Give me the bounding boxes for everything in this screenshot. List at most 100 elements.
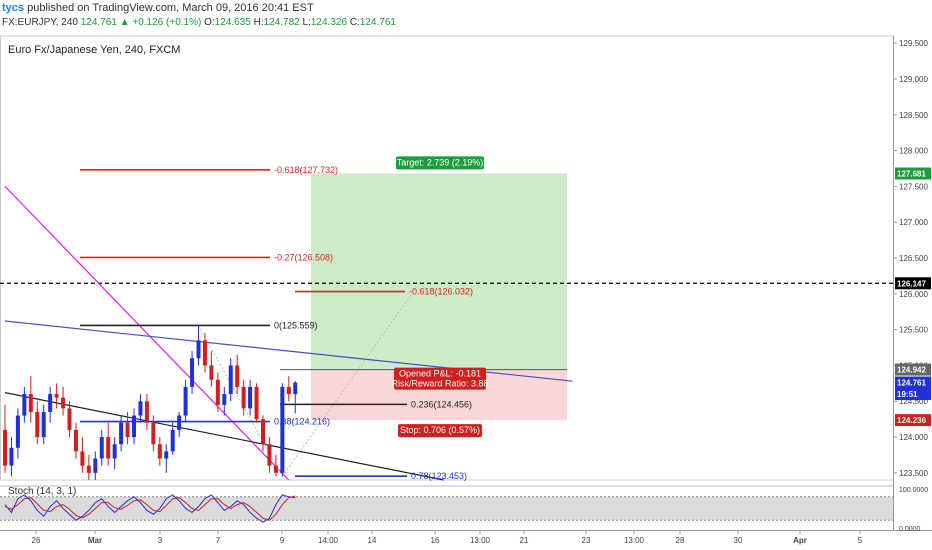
candle-body [293, 382, 298, 395]
candle-body [261, 419, 265, 445]
stoch-tick-label: 100.0000 [899, 487, 928, 494]
candle-body [132, 415, 136, 438]
price-marker-box [895, 388, 931, 401]
candle-body [151, 422, 156, 445]
x-tick-label: Apr [793, 536, 807, 545]
candle-body [267, 444, 272, 466]
x-tick-label: 13:00 [624, 536, 645, 545]
x-tick-label: 14 [368, 536, 377, 545]
candle-body [125, 422, 130, 438]
candle-body [80, 451, 85, 466]
x-tick-label: 9 [280, 536, 285, 545]
candle-body [106, 437, 111, 459]
y-tick-label: 129.500 [899, 39, 928, 48]
candle-body [93, 458, 98, 473]
high-value: 124.782 [263, 17, 300, 28]
fib-level-label: 0(125.559) [274, 320, 318, 330]
price-marker-label: 19:51 [897, 390, 918, 399]
pnl-tag-box [394, 367, 486, 390]
stop-tag-box [398, 424, 482, 438]
fib-level-label: 0.78(123.453) [411, 471, 467, 481]
stoch-d-line [4, 495, 296, 521]
candle-body [119, 422, 124, 445]
target-tag-box [396, 156, 484, 170]
candle-body [86, 465, 91, 473]
candle-body [28, 394, 33, 412]
candle-body [177, 415, 182, 430]
fib-level-label: 0.236(124.456) [411, 399, 472, 409]
x-tick-label: 7 [216, 536, 221, 545]
author-link[interactable]: tycs [2, 2, 25, 14]
candle-body [202, 340, 207, 366]
price-change: +0.126 (+0.1%) [132, 17, 202, 28]
up-arrow-icon: ▲ [119, 17, 130, 28]
price-marker-label: 124.236 [897, 416, 926, 425]
candle-body [35, 411, 40, 438]
x-tick-label: 21 [520, 536, 529, 545]
candle-body [138, 401, 143, 416]
y-tick-label: 129.000 [899, 75, 928, 84]
trendline-magenta [4, 185, 290, 481]
low-label: L: [302, 17, 311, 28]
x-tick-label: 26 [32, 536, 41, 545]
stochastic-label: Stoch (14, 3, 1) [8, 486, 77, 497]
candle-body [157, 444, 162, 459]
x-tick-label: 5 [858, 536, 863, 545]
stoch-k-line [4, 494, 296, 523]
stoch-band [0, 496, 893, 521]
x-tick-label: 14:00 [318, 536, 339, 545]
x-tick-label: 23 [582, 536, 591, 545]
stop-tag-text: Stop: 0.706 (0.57%) [400, 425, 480, 435]
y-tick-label: 126.000 [899, 290, 928, 299]
target-zone [311, 173, 567, 370]
x-tick-label: 16 [431, 536, 440, 545]
candle-body [112, 444, 117, 459]
candle-body [248, 386, 253, 409]
symbol-label: FX:EURJPY, 240 [2, 17, 78, 28]
candle-body [280, 386, 285, 473]
pnl-tag-text: Opened P&L: -0.181 [399, 369, 481, 379]
price-marker-label: 127.681 [897, 169, 926, 178]
low-value: 124.326 [310, 17, 348, 28]
pnl-tag-text: Risk/Reward Ratio: 3.88 [391, 379, 488, 389]
candle-body [61, 397, 66, 409]
y-tick-label: 125.500 [899, 326, 928, 335]
candle-body [286, 386, 291, 395]
ohlc-header: FX:EURJPY, 240 124.761 ▲ +0.126 (+0.1%) … [2, 17, 396, 28]
last-price: 124.761 [80, 17, 117, 28]
candle-body [273, 465, 278, 473]
chart-title: Euro Fx/Japanese Yen, 240, FXCM [8, 44, 181, 56]
candle-body [48, 394, 53, 412]
fib-level-label: -0.27(126.508) [274, 252, 333, 262]
open-label: O: [204, 17, 215, 28]
candle-body [99, 437, 104, 459]
candle-body [241, 386, 246, 409]
candle-body [183, 386, 188, 416]
x-tick-label: 28 [676, 536, 685, 545]
candle-body [54, 394, 59, 398]
y-tick-label: 128.000 [899, 147, 928, 156]
fib-diagonal [281, 286, 418, 477]
close-value: 124.761 [359, 17, 396, 28]
candle-body [15, 415, 20, 448]
target-tag-text: Target: 2.739 (2.19%) [397, 157, 484, 167]
price-marker-box [895, 167, 931, 180]
fib-level-label: -0.618(126.032) [409, 287, 473, 297]
candle-body [41, 411, 46, 438]
publish-info: published on TradingView.com, March 09, … [27, 2, 314, 14]
candle-body [190, 358, 195, 387]
price-marker-box [895, 277, 931, 290]
candle-body [73, 429, 78, 452]
y-tick-label: 123.500 [899, 469, 928, 478]
x-tick-label: 3 [158, 536, 163, 545]
price-marker-box [895, 363, 931, 376]
trendline-black [4, 392, 444, 481]
price-marker-label: 124.761 [897, 379, 926, 388]
close-label: C: [349, 17, 360, 28]
candle-body [196, 340, 201, 359]
y-tick-label: 124.000 [899, 433, 928, 442]
candle-body [222, 394, 227, 405]
y-tick-label: 124.500 [899, 397, 928, 406]
price-marker-label: 126.147 [897, 279, 926, 288]
